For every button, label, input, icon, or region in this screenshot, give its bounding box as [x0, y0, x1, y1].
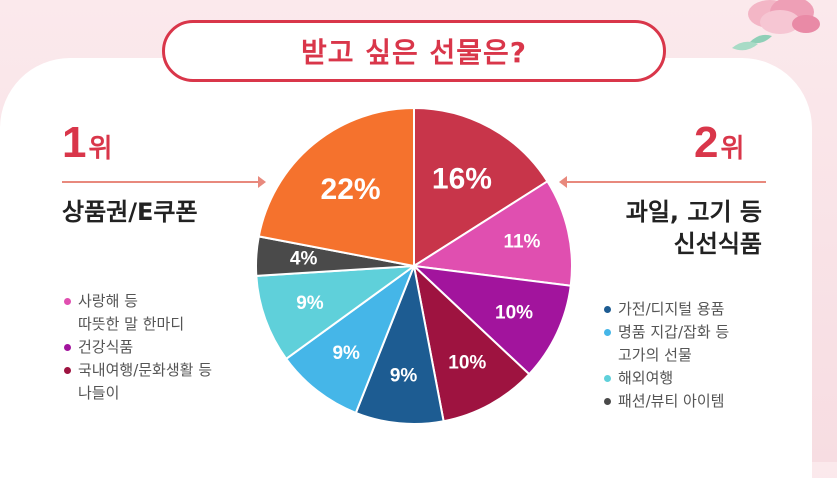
- legend-item: 명품 지갑/잡화 등 고가의 선물: [604, 321, 729, 367]
- legend-dot: [604, 329, 611, 336]
- pie-slice-label: 11%: [503, 231, 540, 252]
- rank-2-suffix: 위: [720, 134, 745, 164]
- legend-item: 사랑해 등 따뜻한 말 한마디: [64, 290, 212, 336]
- rank-1-label: 상품권/E쿠폰: [62, 198, 198, 226]
- legend-left: 사랑해 등 따뜻한 말 한마디 건강식품 국내여행/문화생활 등 나들이: [64, 290, 212, 405]
- pie-slice-label: 10%: [448, 352, 486, 373]
- legend-item: 국내여행/문화생활 등 나들이: [64, 359, 212, 405]
- pie-slice-label: 9%: [332, 343, 360, 364]
- legend-dot: [64, 344, 71, 351]
- legend-text: 명품 지갑/잡화 등: [618, 323, 730, 341]
- title-pill: 받고 싶은 선물은?: [162, 20, 666, 82]
- rank-1-number: 1: [62, 118, 87, 167]
- pie-slice: [411, 179, 573, 287]
- legend-text: 가전/디지털 용품: [618, 300, 725, 318]
- rank-1-heading: 1위: [62, 118, 112, 168]
- legend-right: 가전/디지털 용품 명품 지갑/잡화 등 고가의 선물 해외여행 패션/뷰티 아…: [604, 298, 729, 413]
- legend-dot: [64, 298, 71, 305]
- legend-text: 해외여행: [618, 369, 674, 387]
- legend-item: 패션/뷰티 아이템: [604, 390, 729, 413]
- rank-2-label: 과일, 고기 등 신선식품: [626, 196, 762, 260]
- pie-slice: [413, 106, 549, 268]
- pie-slice-label: 16%: [432, 162, 492, 195]
- legend-dot: [604, 375, 611, 382]
- pie-slice: [255, 264, 418, 361]
- rank-2-leader-line: [566, 181, 766, 183]
- legend-text: 따뜻한 말 한마디: [78, 315, 185, 333]
- legend-dot: [604, 306, 611, 313]
- legend-dot: [64, 367, 71, 374]
- legend-text: 나들이: [78, 384, 120, 402]
- rank-2-label-line: 과일, 고기 등: [625, 198, 762, 226]
- legend-item: 건강식품: [64, 336, 212, 359]
- rank-1-arrow-icon: [258, 176, 266, 188]
- legend-text: 국내여행/문화생활 등: [78, 361, 213, 379]
- legend-text: 패션/뷰티 아이템: [618, 392, 725, 410]
- rank-2-heading: 2위: [694, 118, 744, 168]
- page-title: 받고 싶은 선물은?: [300, 36, 528, 69]
- pie-slice: [354, 262, 445, 425]
- legend-text: 고가의 선물: [618, 346, 692, 364]
- pie-slice-label: 9%: [296, 293, 324, 314]
- pie-slice-label: 22%: [321, 173, 381, 206]
- pie-slice-label: 10%: [495, 303, 533, 324]
- rank-1-leader-line: [62, 181, 260, 183]
- legend-item: 가전/디지털 용품: [604, 298, 729, 321]
- pie-slice-label: 4%: [290, 249, 318, 270]
- pie-slice: [411, 264, 572, 376]
- rank-2-label-line: 신선식품: [673, 230, 762, 258]
- pie-slice-label: 9%: [390, 366, 418, 387]
- legend-text: 건강식품: [78, 338, 134, 356]
- flower-icon: [732, 0, 820, 51]
- legend-dot: [604, 398, 611, 405]
- rank-2-number: 2: [694, 118, 719, 167]
- pie-slice: [257, 106, 415, 268]
- legend-text: 사랑해 등: [78, 292, 138, 310]
- pie-chart: 16% 11% 10% 10% 9% 9% 9% 4% 22%: [255, 106, 573, 425]
- pie-slice: [412, 263, 531, 423]
- rank-1-suffix: 위: [88, 134, 113, 164]
- legend-item: 해외여행: [604, 367, 729, 390]
- pie-slice: [284, 263, 417, 415]
- rank-2-arrow-icon: [559, 176, 567, 188]
